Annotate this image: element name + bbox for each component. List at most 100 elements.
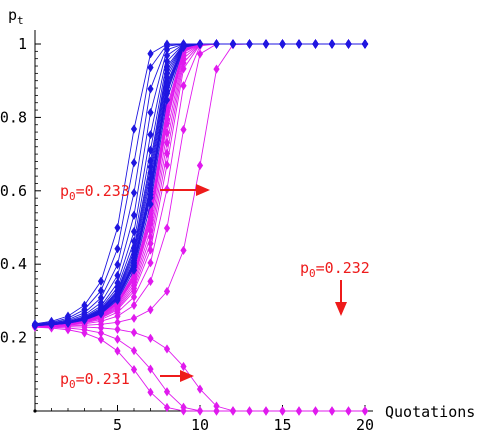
annotation-arrow-head — [196, 184, 210, 196]
upper-series-marker — [130, 188, 138, 198]
lower-series-marker — [312, 406, 319, 416]
upper-series-marker — [163, 56, 171, 66]
lower-series-marker — [361, 406, 369, 416]
annotation-label: p0=0.231 — [60, 370, 130, 391]
series-group — [31, 39, 369, 416]
upper-series-marker — [147, 145, 154, 155]
upper-series-marker — [114, 260, 121, 270]
lower-series-marker — [163, 286, 171, 297]
upper-series-marker — [147, 62, 154, 73]
lower-series-marker — [295, 406, 303, 416]
upper-series-marker — [114, 278, 121, 288]
flat-series-marker — [295, 39, 303, 49]
lower-series-marker — [147, 276, 154, 287]
lower-series-marker — [147, 245, 154, 255]
lower-series-marker — [114, 311, 121, 321]
lower-series-marker — [97, 334, 105, 345]
lower-series-marker — [246, 406, 253, 416]
lower-series-marker — [180, 406, 187, 416]
origin-dot — [33, 409, 37, 413]
annotation-label-sub: 0 — [69, 378, 76, 391]
y-tick-label: 1 — [18, 35, 27, 53]
upper-series-marker — [130, 124, 138, 134]
flat-series-marker — [64, 318, 72, 328]
x-tick-label: 15 — [273, 416, 291, 434]
upper-series-marker — [130, 158, 138, 168]
flat-series-marker — [328, 39, 336, 49]
annotation-label-base: p — [300, 259, 309, 277]
upper-series-marker — [97, 276, 105, 286]
lower-series-marker — [64, 325, 72, 335]
upper-series-marker — [64, 311, 72, 321]
upper-series-marker — [81, 300, 88, 310]
annotation-label: p0=0.232 — [300, 259, 370, 280]
flat-series-marker — [31, 320, 39, 331]
lower-series-marker — [180, 361, 187, 372]
flat-series-marker — [163, 95, 171, 105]
upper-series-marker — [163, 39, 171, 49]
lower-series-marker — [163, 160, 171, 170]
lower-series-marker — [196, 406, 204, 416]
lower-series-marker — [213, 64, 220, 74]
y-tick-label: 0.6 — [0, 182, 27, 200]
flat-series-marker — [262, 39, 270, 49]
annotation-label-base: p — [60, 182, 69, 200]
x-axis-title: Quotations — [385, 403, 475, 421]
annotation-label-value: =0.233 — [76, 182, 130, 200]
upper-series-marker — [114, 223, 121, 233]
annotation-arrow-head — [335, 302, 347, 316]
lower-series-marker — [147, 333, 154, 343]
annotation-label-value: =0.231 — [76, 370, 130, 388]
annotation-arrow-head — [180, 370, 194, 382]
lower-series-marker — [213, 406, 220, 416]
lower-series-marker — [163, 223, 171, 233]
flat-series-marker — [312, 39, 319, 49]
lower-series-marker — [196, 384, 204, 394]
flat-series-marker — [97, 309, 105, 319]
lower-series-marker — [345, 406, 352, 416]
lower-series-marker — [147, 387, 154, 397]
lower-series-marker — [180, 245, 187, 255]
annotation-label-sub: 0 — [309, 267, 316, 280]
lower-series-marker — [180, 58, 187, 68]
flat-series-marker — [147, 199, 154, 209]
upper-series-marker — [163, 50, 171, 61]
lower-series-marker — [279, 406, 286, 416]
lower-series-marker — [130, 292, 138, 302]
upper-series-marker — [97, 286, 105, 296]
flat-series-marker — [229, 39, 237, 49]
y-tick-label: 0.8 — [0, 108, 27, 126]
lower-series-marker — [262, 406, 270, 416]
upper-series-marker — [147, 49, 154, 59]
upper-series-marker — [130, 210, 138, 220]
upper-series-marker — [130, 227, 138, 237]
y-axis-title: pt — [8, 6, 24, 27]
lower-series-marker — [196, 49, 204, 59]
flat-series-marker — [196, 39, 204, 49]
flat-series-marker — [180, 42, 187, 53]
upper-series-marker — [97, 293, 105, 303]
lower-series-marker — [180, 64, 187, 74]
lower-series-marker — [97, 323, 105, 333]
flat-series-marker — [81, 315, 88, 325]
lower-series-marker — [196, 160, 204, 171]
lower-series-marker — [114, 324, 121, 335]
lower-series-marker — [130, 313, 138, 323]
x-tick-label: 20 — [356, 416, 374, 434]
upper-series-marker — [147, 84, 154, 94]
flat-series-marker — [279, 39, 286, 49]
lower-series-marker — [147, 258, 154, 268]
lower-series-marker — [328, 406, 336, 416]
annotation-label-base: p — [60, 370, 69, 388]
flat-series-marker — [345, 39, 352, 49]
upper-series-marker — [114, 244, 121, 254]
lower-series-marker — [114, 346, 121, 356]
lower-series-marker — [114, 334, 121, 344]
flat-series-marker — [361, 39, 369, 49]
lower-series-marker — [213, 401, 220, 411]
flat-series-marker — [130, 265, 138, 275]
lower-series-marker — [81, 328, 88, 338]
lower-series-marker — [180, 125, 187, 135]
